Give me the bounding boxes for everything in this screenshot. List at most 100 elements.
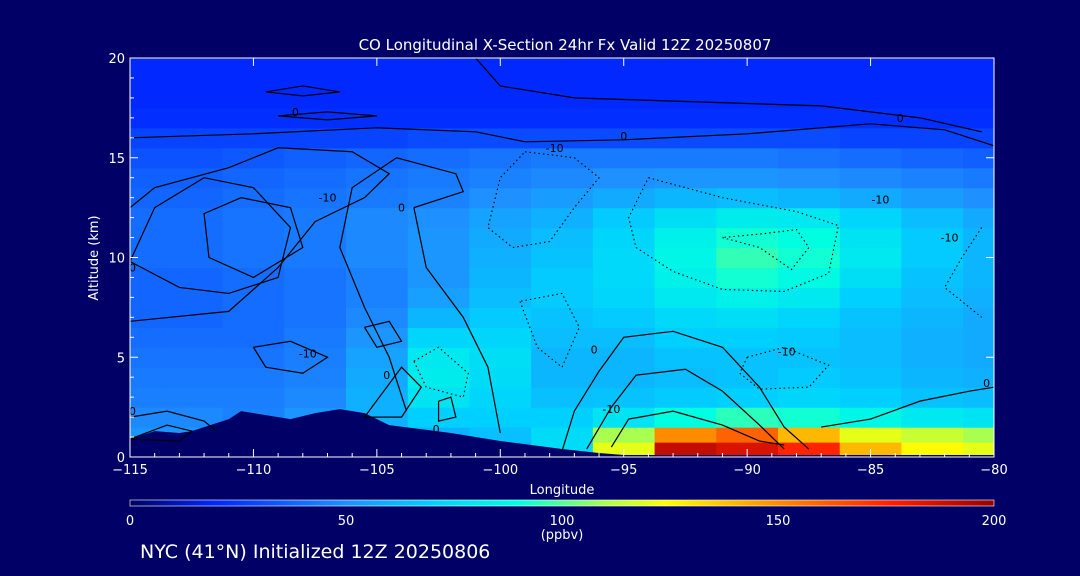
heatmap-cell: [654, 127, 717, 149]
heatmap-cell: [469, 287, 532, 308]
heatmap-cell: [130, 327, 162, 348]
heatmap-cell: [654, 327, 717, 348]
heatmap-cell: [407, 207, 471, 229]
heatmap-cell: [346, 247, 409, 269]
heatmap-cell: [654, 167, 717, 189]
contour-line: [561, 330, 810, 452]
heatmap-cell: [716, 327, 779, 348]
heatmap-cell: [284, 187, 347, 209]
heatmap-cell: [531, 107, 594, 129]
contour-label: 0: [383, 369, 390, 382]
heatmap-cell: [222, 327, 285, 348]
heatmap-cell: [592, 287, 656, 308]
contour-label: 0: [983, 377, 990, 390]
heatmap-cell: [778, 427, 841, 443]
contour-line: [203, 197, 304, 279]
heatmap-cell: [346, 227, 409, 249]
heatmap-cell: [531, 347, 594, 368]
x-tick-label: −115: [112, 463, 148, 478]
heatmap-cell: [963, 58, 994, 69]
initialization-caption: NYC (41°N) Initialized 12Z 20250806: [140, 541, 491, 563]
heatmap-cell: [130, 307, 162, 328]
heatmap-cell: [901, 167, 964, 189]
heatmap-cell: [654, 187, 717, 209]
heatmap-cell: [531, 147, 594, 169]
x-tick-label: −105: [359, 463, 395, 478]
co-heatmap: [130, 58, 994, 457]
contour-label: 0: [591, 343, 598, 356]
heatmap-cell: [346, 387, 409, 408]
x-tick-label: −90: [733, 463, 760, 478]
heatmap-cell: [531, 127, 594, 149]
heatmap-cell: [407, 127, 471, 149]
heatmap-cell: [592, 67, 656, 89]
colorbar-tick-label: 100: [550, 514, 575, 529]
heatmap-cell: [130, 107, 162, 129]
contour-line: [821, 386, 994, 428]
heatmap-cell: [963, 367, 994, 388]
heatmap-cell: [592, 227, 656, 249]
heatmap-cell: [222, 247, 285, 269]
heatmap-cell: [839, 267, 903, 289]
heatmap-cell: [716, 427, 779, 443]
terrain-mask: [130, 409, 994, 457]
heatmap-cell: [716, 147, 779, 169]
heatmap-cell: [963, 327, 994, 348]
heatmap-cell: [654, 307, 717, 328]
heatmap-cell: [592, 267, 656, 289]
heatmap-cell: [407, 87, 471, 109]
heatmap-cell: [963, 107, 994, 129]
x-tick-label: −85: [857, 463, 884, 478]
heatmap-cell: [531, 327, 594, 348]
heatmap-cell: [284, 227, 347, 249]
colorbar: [129, 499, 995, 507]
heatmap-cell: [778, 167, 841, 189]
heatmap-cell: [592, 427, 656, 443]
heatmap-cell: [592, 307, 656, 328]
heatmap-cell: [531, 427, 594, 443]
contour-label: 0: [129, 405, 136, 418]
heatmap-cell: [778, 187, 841, 209]
heatmap-cell: [654, 207, 717, 229]
chart-title: CO Longitudinal X-Section 24hr Fx Valid …: [359, 36, 772, 54]
heatmap-cell: [222, 67, 285, 89]
heatmap-cell: [778, 367, 841, 388]
heatmap-cell: [839, 247, 903, 269]
heatmap-cell: [130, 87, 162, 109]
heatmap-cell: [531, 207, 594, 229]
contour-line: [586, 368, 785, 450]
contour-line: [278, 111, 377, 121]
heatmap-cell: [284, 307, 347, 328]
heatmap-cell: [407, 58, 471, 69]
heatmap-cell: [222, 347, 285, 368]
heatmap-cell: [531, 67, 594, 89]
heatmap-cell: [778, 67, 841, 89]
heatmap-cell: [160, 87, 224, 109]
heatmap-cell: [222, 87, 285, 109]
heatmap-cell: [716, 187, 779, 209]
contour-label: -10: [602, 403, 620, 416]
heatmap-cell: [222, 227, 285, 249]
heatmap-cell: [654, 367, 717, 388]
heatmap-cell: [716, 367, 779, 388]
contour-line: [339, 157, 465, 412]
x-tick-label: −110: [236, 463, 272, 478]
heatmap-cell: [284, 327, 347, 348]
heatmap-cell: [901, 427, 964, 443]
heatmap-cell: [284, 58, 347, 69]
contour-label: 0: [433, 423, 440, 436]
heatmap-cell: [469, 267, 532, 289]
heatmap-cell: [531, 167, 594, 189]
heatmap-cell: [839, 67, 903, 89]
heatmap-cell: [716, 127, 779, 149]
heatmap-cell: [901, 147, 964, 169]
heatmap-cell: [130, 367, 162, 388]
heatmap-cell: [407, 147, 471, 169]
heatmap-cell: [130, 127, 162, 149]
x-tick-label: −80: [980, 463, 1007, 478]
heatmap-cell: [778, 147, 841, 169]
heatmap-cell: [963, 287, 994, 308]
heatmap-cell: [160, 347, 224, 368]
heatmap-cell: [963, 407, 994, 428]
heatmap-cell: [284, 107, 347, 129]
